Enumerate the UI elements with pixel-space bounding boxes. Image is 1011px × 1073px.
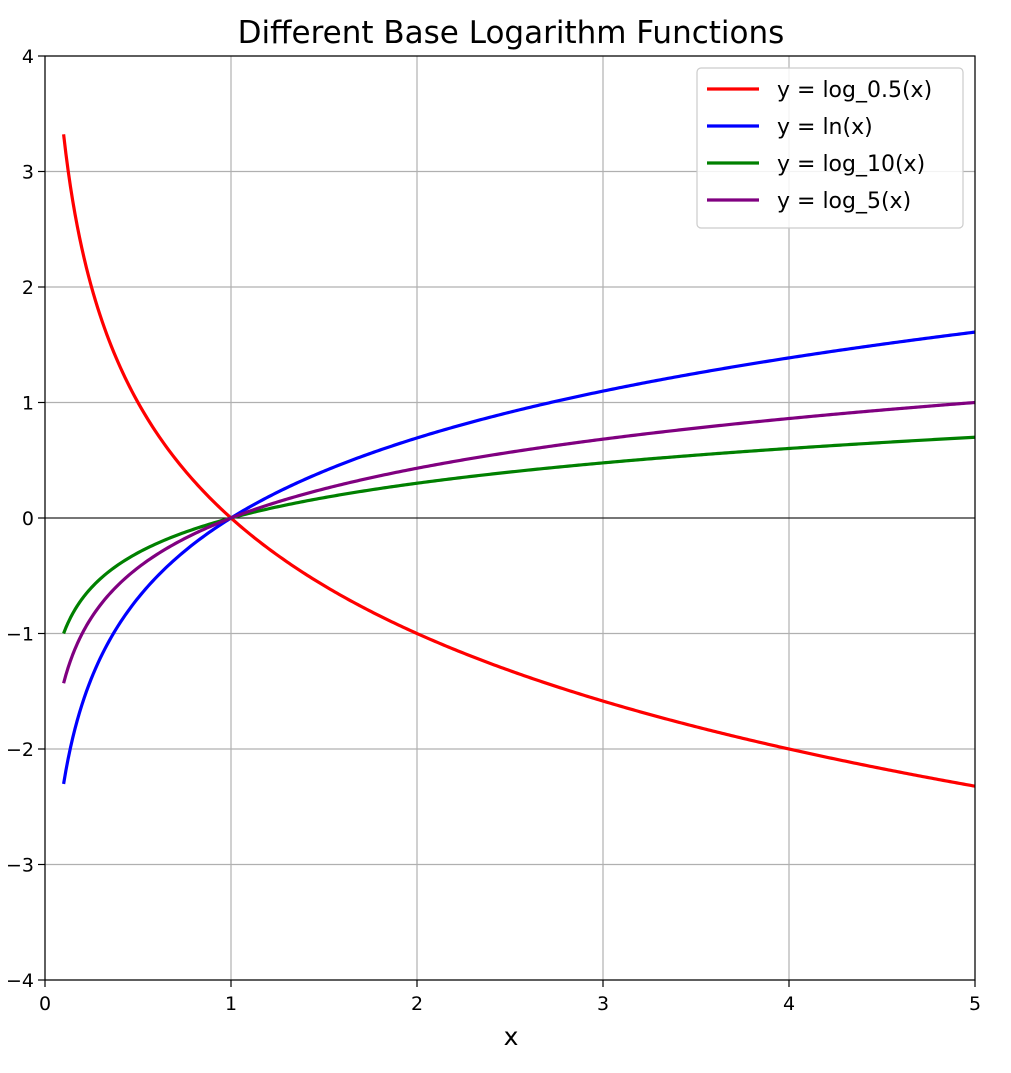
legend-label-2: y = log_10(x)	[777, 152, 925, 177]
y-tick-label: 2	[22, 277, 34, 299]
legend-label-0: y = log_0.5(x)	[777, 78, 932, 103]
legend-label-1: y = ln(x)	[777, 115, 873, 140]
y-tick-label: 3	[22, 162, 34, 184]
series-line-2	[62, 435, 976, 635]
x-tick-label: 4	[783, 993, 795, 1015]
y-tick-label: 0	[22, 508, 34, 530]
chart-title: Different Base Logarithm Functions	[238, 15, 785, 51]
y-tick-label: −2	[6, 739, 34, 761]
y-tick-label: 1	[22, 393, 34, 415]
x-tick-label: 1	[225, 993, 237, 1015]
y-tick-label: −3	[6, 855, 34, 877]
x-tick-label: 0	[39, 993, 51, 1015]
series-line-0	[62, 134, 976, 788]
x-tick-label: 5	[969, 993, 981, 1015]
series-group	[62, 134, 976, 788]
legend-label-3: y = log_5(x)	[777, 189, 911, 214]
series-line-1	[62, 330, 976, 785]
y-tick-label: −1	[6, 624, 34, 646]
ticks: 0 1 2 3 4 5 −4 −3 −2 −1 0 1 2 3 4	[6, 46, 981, 1015]
legend-box	[696, 67, 964, 229]
y-tick-label: 4	[22, 46, 34, 68]
y-tick-label: −4	[6, 970, 34, 992]
x-axis-label: x	[504, 1022, 519, 1051]
x-tick-label: 3	[597, 993, 609, 1015]
series-line-3	[62, 400, 976, 684]
legend: y = log_0.5(x)y = ln(x) y = log_10(x)y = …	[696, 67, 964, 229]
x-tick-label: 2	[411, 993, 423, 1015]
